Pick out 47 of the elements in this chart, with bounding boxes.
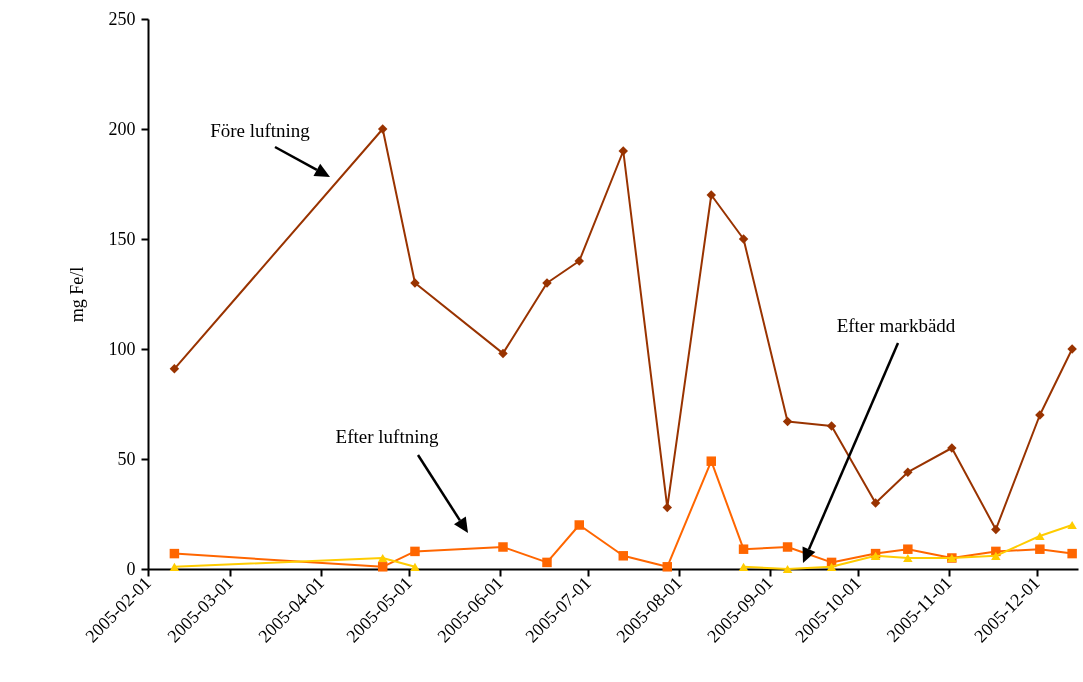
point [738,234,749,244]
point [169,562,180,571]
point [1035,544,1045,554]
point [377,124,388,134]
point [574,256,584,266]
point [782,542,793,552]
point [782,416,793,427]
point [410,562,420,571]
point [706,456,717,466]
point [574,520,585,530]
y-tick-label: 150 [108,228,136,249]
point [706,190,717,200]
point [1067,548,1077,559]
y-tick-label: 0 [126,558,136,579]
y-tick-label: 100 [108,338,136,359]
y-tick-label: 200 [108,118,136,139]
point [169,548,180,559]
y-axis-title: mg Fe/l [66,266,87,323]
point [991,524,1001,535]
point [870,498,881,508]
point [498,542,508,552]
point [738,562,749,571]
point [1067,520,1077,530]
point [618,551,629,561]
point [903,553,913,563]
text: Efter markbädd [836,315,956,336]
point [377,562,388,572]
point [826,421,837,431]
point [169,364,180,374]
point [903,544,913,554]
point [542,557,552,568]
point [662,562,673,572]
point [410,546,420,557]
point [662,502,673,513]
text: Efter luftning [335,426,439,447]
y-tick-label: 50 [117,448,136,469]
point [738,544,749,554]
point [991,551,1001,560]
point [782,564,793,574]
point [618,146,629,156]
text: Före luftning [210,120,311,141]
y-tick-label: 250 [108,8,136,29]
point [903,467,913,477]
point [1035,531,1045,541]
point [498,348,508,359]
point [377,553,388,563]
point [826,562,837,571]
